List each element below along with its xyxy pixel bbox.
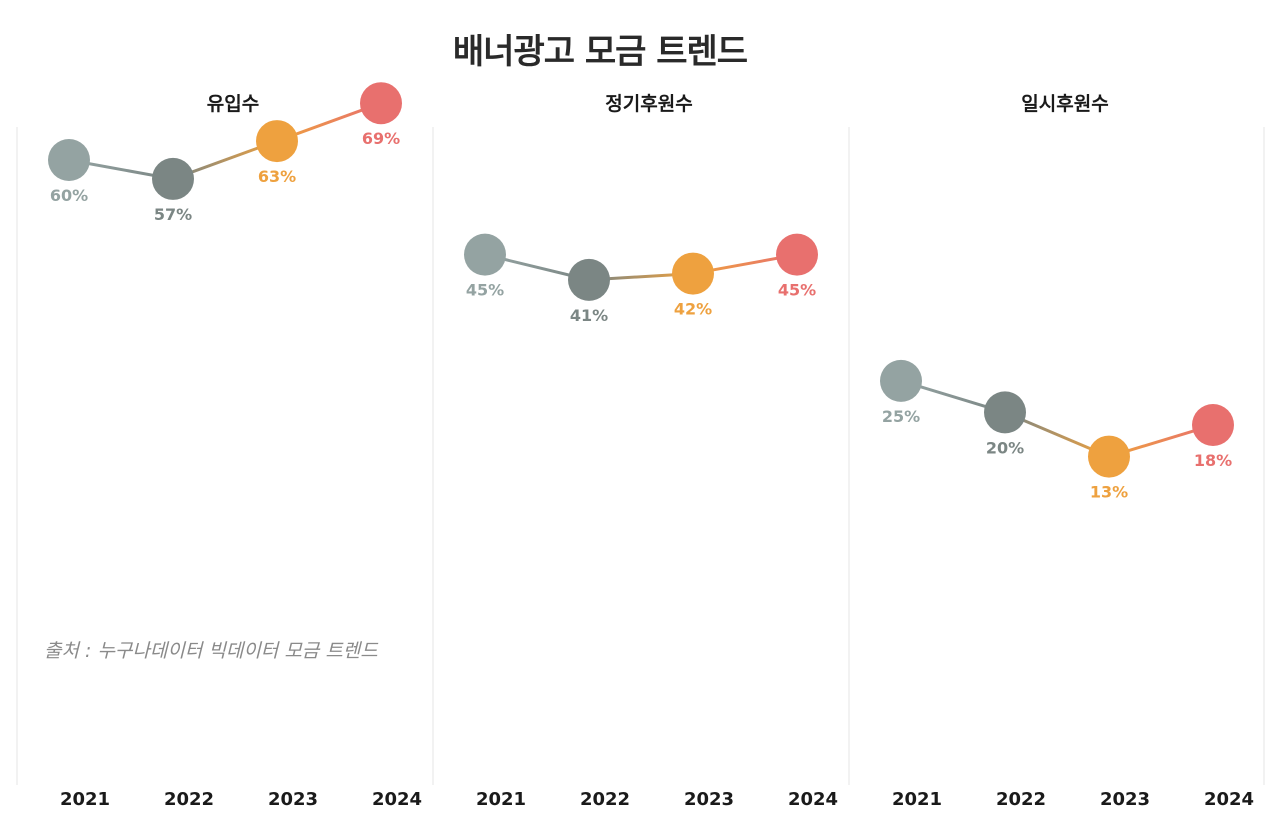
data-point-2024 bbox=[776, 233, 818, 276]
source-note: 출처 : 누구나데이터 빅데이터 모금 트렌드 bbox=[44, 640, 379, 662]
data-point-2022 bbox=[568, 258, 610, 301]
panel-title: 유입수 bbox=[207, 93, 259, 115]
value-label: 42% bbox=[674, 300, 712, 319]
data-point-2021 bbox=[48, 139, 90, 181]
year-tick-label: 2021 bbox=[892, 789, 942, 810]
data-point-2022 bbox=[152, 157, 194, 200]
data-point-2023 bbox=[1088, 435, 1130, 478]
year-tick-label: 2021 bbox=[476, 789, 526, 810]
year-tick-label: 2022 bbox=[996, 789, 1046, 810]
value-label: 69% bbox=[362, 129, 400, 148]
data-point-2024 bbox=[1192, 404, 1234, 447]
year-tick-label: 2022 bbox=[580, 789, 630, 810]
year-tick-label: 2022 bbox=[164, 789, 214, 810]
panel-title: 정기후원수 bbox=[605, 93, 692, 115]
data-point-2023 bbox=[256, 120, 298, 163]
value-label: 45% bbox=[778, 281, 816, 300]
value-label: 41% bbox=[570, 306, 608, 325]
chart-panel-3: 일시후원수 25% 2021 20% 2022 13% 2023 18% 2024 bbox=[880, 93, 1254, 810]
value-label: 57% bbox=[154, 205, 192, 224]
year-tick-label: 2024 bbox=[1204, 789, 1254, 810]
data-point-2024 bbox=[360, 82, 402, 125]
chart-panel-2: 정기후원수 45% 2021 41% 2022 42% 2023 45% 2024 bbox=[464, 93, 838, 810]
value-label: 25% bbox=[882, 407, 920, 426]
data-point-2021 bbox=[464, 233, 506, 276]
year-tick-label: 2023 bbox=[684, 789, 734, 810]
year-tick-label: 2023 bbox=[268, 789, 318, 810]
value-label: 13% bbox=[1090, 483, 1128, 502]
page-title: 배너광고 모금 트렌드 bbox=[452, 32, 748, 72]
chart-panel-1: 유입수 60% 2021 57% 2022 63% 2023 69% 2024 bbox=[48, 82, 422, 810]
data-point-2022 bbox=[984, 391, 1026, 434]
value-label: 20% bbox=[986, 438, 1024, 457]
year-tick-label: 2024 bbox=[372, 789, 422, 810]
value-label: 45% bbox=[466, 281, 504, 300]
value-label: 60% bbox=[50, 186, 88, 205]
value-label: 18% bbox=[1194, 451, 1232, 470]
data-point-2023 bbox=[672, 252, 714, 295]
data-point-2021 bbox=[880, 359, 922, 402]
panel-title: 일시후원수 bbox=[1021, 93, 1108, 115]
year-tick-label: 2023 bbox=[1100, 789, 1150, 810]
year-tick-label: 2021 bbox=[60, 789, 110, 810]
year-tick-label: 2024 bbox=[788, 789, 838, 810]
value-label: 63% bbox=[258, 167, 296, 186]
